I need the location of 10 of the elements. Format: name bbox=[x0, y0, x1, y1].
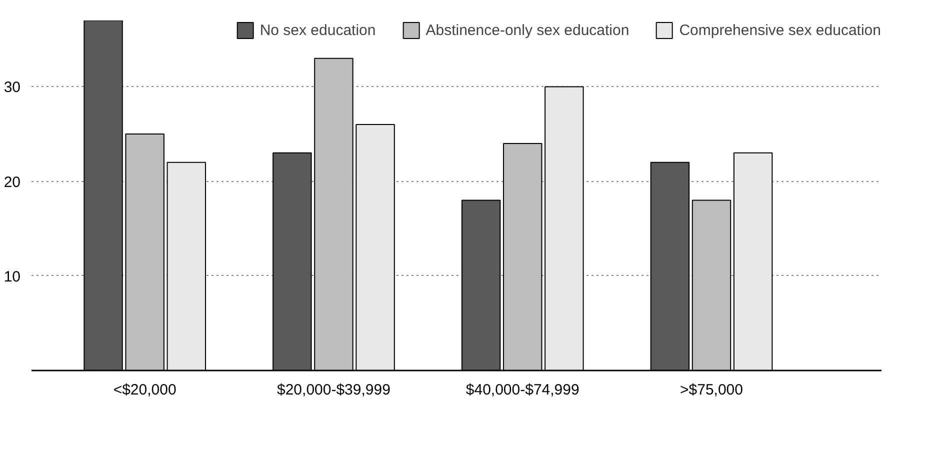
legend-label: No sex education bbox=[260, 22, 376, 38]
y-tick-label: 20 bbox=[4, 174, 21, 191]
y-tick-label: 10 bbox=[4, 268, 21, 286]
x-tick-label: >$75,000 bbox=[680, 382, 743, 398]
legend-label: Abstinence-only sex education bbox=[426, 22, 630, 38]
x-tick-label: <$20,000 bbox=[113, 382, 176, 398]
x-tick-label: $20,000-$39,999 bbox=[277, 382, 390, 398]
x-tick-label: $40,000-$74,999 bbox=[466, 382, 580, 398]
y-tick-label: 30 bbox=[4, 79, 21, 96]
legend-label: Comprehensive sex education bbox=[679, 22, 881, 38]
